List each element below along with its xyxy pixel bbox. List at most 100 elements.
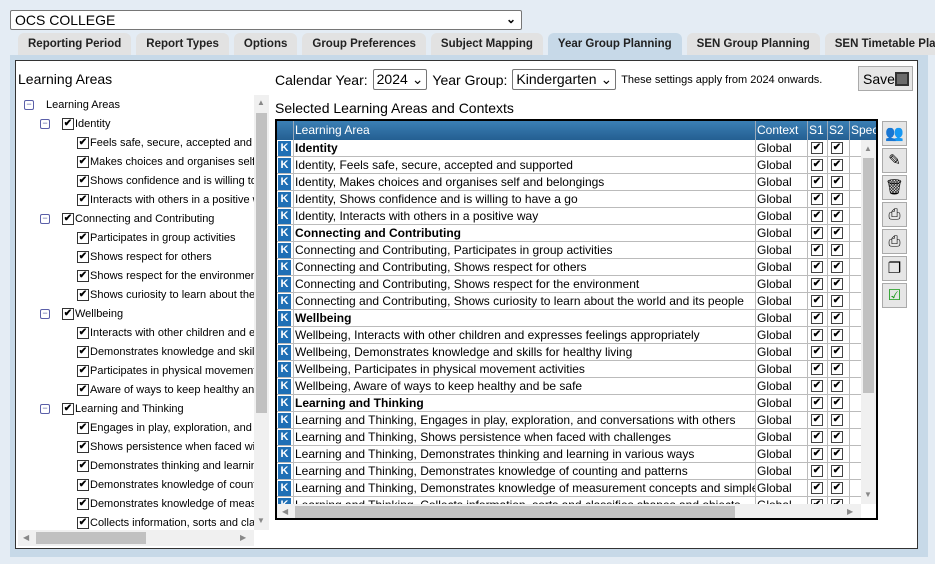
s2-checkbox[interactable]: ✔ [831,295,843,307]
table-row[interactable]: K Wellbeing, Interacts with other childre… [277,327,861,344]
checkbox[interactable]: ✔ [77,384,89,396]
tree-node[interactable]: ✔Shows persistence when faced with chall… [77,439,254,455]
checkbox[interactable]: ✔ [77,232,89,244]
checkbox[interactable]: ✔ [77,289,89,301]
scroll-right-icon[interactable]: ▶ [240,533,247,542]
checkbox[interactable]: ✔ [77,137,89,149]
s1-checkbox[interactable]: ✔ [811,210,823,222]
column-header[interactable] [277,121,293,140]
s2-checkbox[interactable]: ✔ [831,261,843,273]
grid-vscroll-thumb[interactable] [863,158,874,393]
s1-checkbox[interactable]: ✔ [811,414,823,426]
grid-horizontal-scrollbar[interactable]: ◀ ▶ [277,504,861,518]
s1-checkbox[interactable]: ✔ [811,329,823,341]
tree-hscroll-thumb[interactable] [36,532,146,544]
s2-checkbox[interactable]: ✔ [831,482,843,494]
checkbox[interactable]: ✔ [77,460,89,472]
s1-checkbox[interactable]: ✔ [811,431,823,443]
s1-checkbox[interactable]: ✔ [811,346,823,358]
select-all-check-button[interactable]: ☑ [882,283,907,308]
table-row[interactable]: K Identity, Makes choices and organises s… [277,174,861,191]
tab-options[interactable]: Options [233,33,298,55]
tree-node[interactable]: ✔Engages in play, exploration, and conve… [77,420,254,436]
table-row[interactable]: K Learning and Thinking, Shows persistenc… [277,429,861,446]
checkbox[interactable]: ✔ [62,213,74,225]
table-row[interactable]: K Connecting and Contributing, Participat… [277,242,861,259]
s2-checkbox[interactable]: ✔ [831,210,843,222]
delete-button[interactable]: 🗑 [882,175,907,200]
grid-hscroll-thumb[interactable] [295,506,735,518]
table-row[interactable]: K Wellbeing, Participates in physical mov… [277,361,861,378]
tree-node[interactable]: ✔Demonstrates knowledge of counting and … [77,477,254,493]
tree-horizontal-scrollbar[interactable]: ◀ ▶ [18,530,254,546]
s2-checkbox[interactable]: ✔ [831,278,843,290]
tree-node[interactable]: − ✔ Connecting and Contributing [40,211,254,227]
tree-node[interactable]: − Learning Areas [24,97,254,113]
table-row[interactable]: K Identity, Shows confidence and is willi… [277,191,861,208]
table-row[interactable]: K Learning and Thinking Global ✔ ✔ [277,395,861,412]
tree-node[interactable]: ✔ Interacts with others in a positive way [77,192,254,208]
s1-checkbox[interactable]: ✔ [811,482,823,494]
s1-checkbox[interactable]: ✔ [811,380,823,392]
table-row[interactable]: K Wellbeing Global ✔ ✔ [277,310,861,327]
tab-report-types[interactable]: Report Types [136,33,229,55]
table-row[interactable]: K Learning and Thinking, Demonstrates kno… [277,480,861,497]
table-row[interactable]: K Connecting and Contributing Global ✔ ✔ [277,225,861,242]
s2-checkbox[interactable]: ✔ [831,499,843,504]
s2-checkbox[interactable]: ✔ [831,193,843,205]
checkbox[interactable]: ✔ [77,346,89,358]
collapse-icon[interactable]: − [40,214,50,224]
tree-node[interactable]: ✔Shows curiosity to learn about the worl… [77,287,254,303]
tree-node[interactable]: ✔Makes choices and organises self and be… [77,154,254,170]
column-header[interactable]: Spec [849,121,876,140]
scroll-right-icon[interactable]: ▶ [847,507,854,516]
tree-node[interactable]: ✔Feels safe, secure, accepted and suppor… [77,135,254,151]
table-row[interactable]: K Identity, Interacts with others in a po… [277,208,861,225]
column-header[interactable]: Context [755,121,807,140]
s1-checkbox[interactable]: ✔ [811,227,823,239]
tree-node[interactable]: ✔ Shows respect for the environment [77,268,254,284]
checkbox[interactable]: ✔ [62,308,74,320]
collapse-icon[interactable]: − [24,100,34,110]
tree-node[interactable]: ✔Collects information, sorts and classif… [77,515,254,530]
s2-checkbox[interactable]: ✔ [831,448,843,460]
tree-node[interactable]: ✔Interacts with other children and expre… [77,325,254,341]
column-header[interactable]: Learning Area [293,121,755,140]
scroll-left-icon[interactable]: ◀ [23,533,30,542]
table-row[interactable]: K Identity Global ✔ ✔ [277,140,861,157]
s2-checkbox[interactable]: ✔ [831,363,843,375]
s2-checkbox[interactable]: ✔ [831,431,843,443]
s1-checkbox[interactable]: ✔ [811,193,823,205]
tree-node[interactable]: − ✔ Wellbeing [40,306,254,322]
checkbox[interactable]: ✔ [77,270,89,282]
scroll-down-icon[interactable]: ▼ [864,490,872,499]
grid-vertical-scrollbar[interactable]: ▲ ▼ [861,140,876,504]
copy-button[interactable]: ❐ [882,256,907,281]
s1-checkbox[interactable]: ✔ [811,176,823,188]
table-row[interactable]: K Identity, Feels safe, secure, accepted … [277,157,861,174]
table-row[interactable]: K Wellbeing, Aware of ways to keep health… [277,378,861,395]
s2-checkbox[interactable]: ✔ [831,346,843,358]
s1-checkbox[interactable]: ✔ [811,278,823,290]
table-row[interactable]: K Learning and Thinking, Demonstrates kno… [277,463,861,480]
tab-reporting-period[interactable]: Reporting Period [18,33,132,55]
tree-node[interactable]: ✔Demonstrates thinking and learning in v… [77,458,254,474]
tab-group-preferences[interactable]: Group Preferences [302,33,426,55]
print-preview-button[interactable]: ⎙ [882,229,907,254]
s2-checkbox[interactable]: ✔ [831,176,843,188]
collapse-icon[interactable]: − [40,309,50,319]
s1-checkbox[interactable]: ✔ [811,363,823,375]
tree-node[interactable]: ✔Participates in physical movement activ… [77,363,254,379]
scroll-up-icon[interactable]: ▲ [864,144,872,153]
s1-checkbox[interactable]: ✔ [811,159,823,171]
scroll-down-icon[interactable]: ▼ [257,516,265,525]
checkbox[interactable]: ✔ [77,365,89,377]
checkbox[interactable]: ✔ [77,194,89,206]
s1-checkbox[interactable]: ✔ [811,261,823,273]
checkbox[interactable]: ✔ [77,479,89,491]
tab-year-group-planning[interactable]: Year Group Planning [547,33,682,55]
checkbox[interactable]: ✔ [77,251,89,263]
tree-node[interactable]: ✔Shows confidence and is willing to have… [77,173,254,189]
s1-checkbox[interactable]: ✔ [811,295,823,307]
add-learning-area-button[interactable]: 👥 [882,121,907,146]
